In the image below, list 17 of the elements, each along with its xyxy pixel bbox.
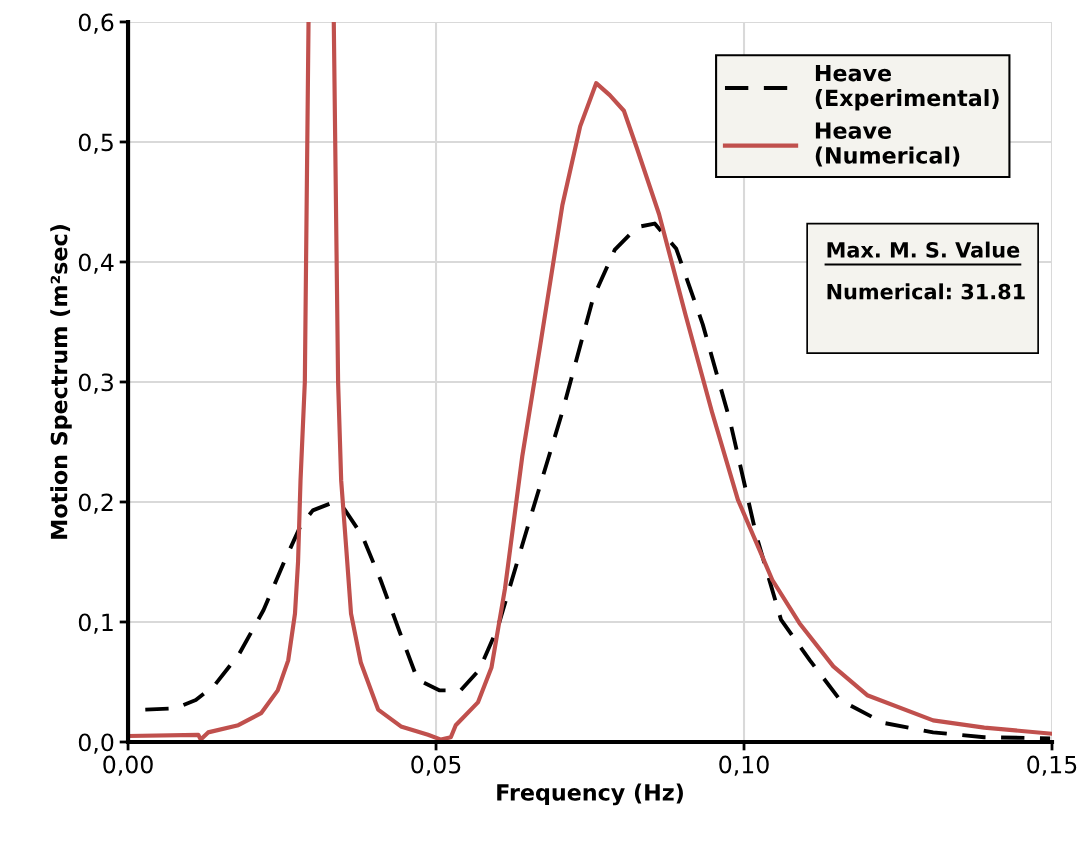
y-tick-label: 0,2 (78, 493, 113, 514)
y-tick-label: 0,3 (78, 373, 113, 394)
y-tick-label: 0,0 (78, 733, 114, 754)
x-tick-label: 0,00 (103, 755, 153, 776)
y-tick-label: 0,5 (78, 133, 113, 154)
annotation: Numerical: 31.81 (827, 283, 1025, 300)
x-axis-title: Frequency (Hz) (497, 783, 683, 806)
y-axis-title: Motion Spectrum (m²sec) (50, 225, 72, 539)
y-tick-label: 0,1 (78, 613, 113, 634)
annotation: Max. M. S. Value (827, 241, 1020, 258)
y-tick-label: 0,6 (78, 13, 114, 34)
x-tick-label: 0,05 (411, 755, 461, 776)
x-tick-label: 0,15 (1027, 755, 1077, 776)
legend-label: Heave (Numerical) (815, 122, 960, 167)
y-tick-label: 0,4 (78, 253, 114, 274)
legend-label: Heave (Experimental) (815, 64, 999, 111)
x-tick-label: 0,10 (719, 755, 769, 776)
